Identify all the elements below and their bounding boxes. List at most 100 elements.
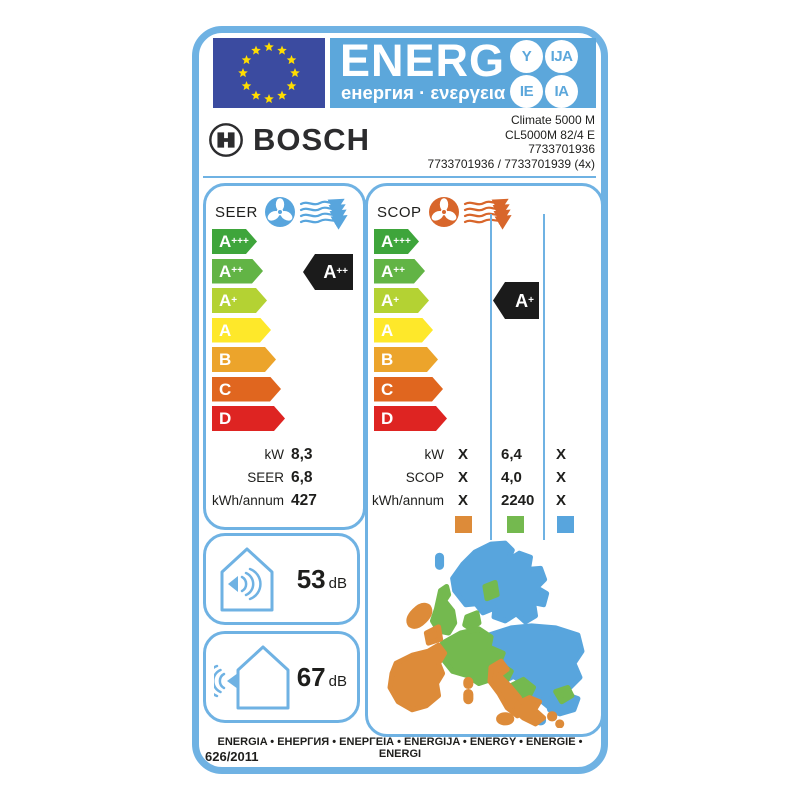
class-sup: ++	[231, 265, 243, 276]
class-sup: +++	[231, 235, 249, 247]
average-zone-legend-square	[507, 516, 524, 533]
noise-unit: dB	[328, 672, 347, 690]
rating-letter: A	[515, 290, 529, 311]
value-label: SCOP	[405, 470, 444, 485]
outdoor-noise-value: 67 dB	[297, 662, 347, 693]
value-label: SEER	[247, 470, 284, 485]
scop-panel-header: SCOP	[377, 194, 523, 230]
climate-column-divider	[543, 214, 545, 540]
energy-class-arrow: A +	[374, 288, 429, 313]
product-info: Climate 5000 M CL5000M 82/4 E 7733701936…	[428, 113, 595, 171]
class-letter: A	[381, 232, 394, 251]
bosch-symbol-icon	[209, 123, 243, 157]
cold-zone-value: X	[556, 446, 567, 463]
seer-class-scale: A +++ A ++ A + A B C D	[212, 229, 285, 431]
suffix-circle: IJA	[545, 40, 578, 73]
class-letter: B	[381, 350, 394, 369]
class-letter: A	[381, 291, 394, 310]
warm-zone-value: X	[457, 492, 468, 509]
bosch-logo: BOSCH	[207, 121, 370, 159]
value: 6,8	[291, 469, 313, 486]
energ-banner: ENERG енергия · ενεργεια Y IJA IE IA	[330, 35, 596, 108]
value: 8,3	[291, 446, 313, 463]
cold-zone-legend-square	[557, 516, 574, 533]
climate-column-divider	[490, 214, 492, 540]
energy-class-arrow: B	[212, 347, 276, 372]
warm-zone-legend-square	[455, 516, 472, 533]
noise-unit: dB	[328, 574, 347, 592]
header-divider	[203, 176, 596, 178]
product-line: CL5000M 82/4 E	[504, 127, 595, 142]
energ-language-suffixes: Y IJA IE IA	[510, 40, 578, 108]
scop-value-row: SCOP X 4,0 X	[368, 469, 566, 489]
scop-panel: SCOP	[365, 183, 604, 737]
class-letter: C	[219, 379, 232, 399]
value-label: kWh/annum	[371, 493, 444, 508]
cold-zone-value: X	[556, 492, 567, 509]
class-letter: A	[219, 320, 232, 340]
suffix-circle: IE	[510, 75, 543, 108]
house-speaker-outdoor-icon	[214, 645, 290, 710]
class-letter: B	[219, 350, 232, 369]
scop-value-row: kWh/annum X 2240 X	[368, 492, 566, 512]
energy-languages-line: ENERGIA • ЕНЕРГИЯ • ΕΝΕΡΓΕΙΑ • ENERGIJA …	[217, 736, 583, 760]
class-sup: +++	[393, 235, 411, 247]
value-label: kWh/annum	[211, 493, 284, 508]
class-letter: D	[381, 409, 394, 428]
energy-class-arrow: A ++	[374, 259, 425, 284]
fan-airflow-icon	[428, 197, 512, 230]
class-letter: A	[219, 232, 232, 251]
product-line: Climate 5000 M	[510, 113, 595, 127]
energ-subtitle: енергия · ενεργεια	[341, 82, 506, 103]
regulation-number: 626/2011	[205, 749, 259, 764]
scop-title: SCOP	[377, 203, 422, 221]
indoor-noise-value: 53 dB	[297, 564, 347, 595]
seer-value-row: SEER 6,8	[210, 469, 353, 489]
value-label: kW	[264, 447, 285, 462]
scop-value-row: kW X 6,4 X	[368, 446, 567, 466]
noise-db: 53	[296, 563, 326, 594]
fan-airflow-icon	[264, 197, 348, 230]
europe-climate-zones-map	[387, 540, 585, 728]
energy-class-arrow: C	[374, 377, 443, 402]
energy-class-arrow: A ++	[212, 259, 263, 284]
outdoor-noise-box: 67 dB	[203, 631, 360, 723]
cold-zone-value: X	[556, 469, 567, 486]
energ-title: ENERG	[340, 35, 506, 86]
seer-value-row: kW 8,3	[210, 446, 353, 466]
class-letter: A	[219, 261, 232, 281]
rating-letter: A	[323, 262, 337, 282]
warm-zone-value: X	[457, 446, 468, 463]
product-line: 7733701936	[528, 142, 595, 156]
energy-class-arrow: D	[212, 406, 285, 431]
scop-class-scale: A +++ A ++ A + A B C D	[374, 229, 447, 431]
class-sup: +	[231, 294, 238, 306]
rating-sup: ++	[336, 266, 348, 277]
suffix-circle: IA	[545, 75, 578, 108]
seer-value-row: kWh/annum 427	[210, 492, 353, 512]
average-zone-value: 6,4	[501, 446, 522, 463]
energy-label: ENERG енергия · ενεργεια Y IJA IE IA BOS…	[192, 26, 608, 774]
suffix-circle: Y	[510, 40, 543, 73]
seer-title: SEER	[215, 203, 258, 221]
energy-class-arrow: D	[374, 406, 447, 431]
house-speaker-indoor-icon	[220, 547, 274, 612]
seer-panel: SEER	[203, 183, 366, 530]
rating-sup: +	[528, 294, 534, 306]
class-letter: D	[219, 409, 232, 428]
value: 427	[291, 492, 317, 509]
class-letter: A	[381, 261, 394, 281]
energy-class-arrow: C	[212, 377, 281, 402]
energy-class-arrow: A	[374, 318, 433, 343]
class-letter: C	[381, 379, 394, 399]
product-line: 7733701936 / 7733701939 (4x)	[427, 156, 595, 171]
noise-db: 67	[296, 661, 326, 692]
class-sup: +	[393, 294, 400, 306]
energy-class-arrow: A +	[212, 288, 267, 313]
class-letter: A	[381, 320, 394, 340]
seer-rating-arrow: A ++	[303, 254, 353, 290]
warm-zone-value: X	[457, 469, 468, 486]
energy-class-arrow: A +++	[374, 229, 419, 254]
average-zone-value: 4,0	[501, 469, 522, 486]
